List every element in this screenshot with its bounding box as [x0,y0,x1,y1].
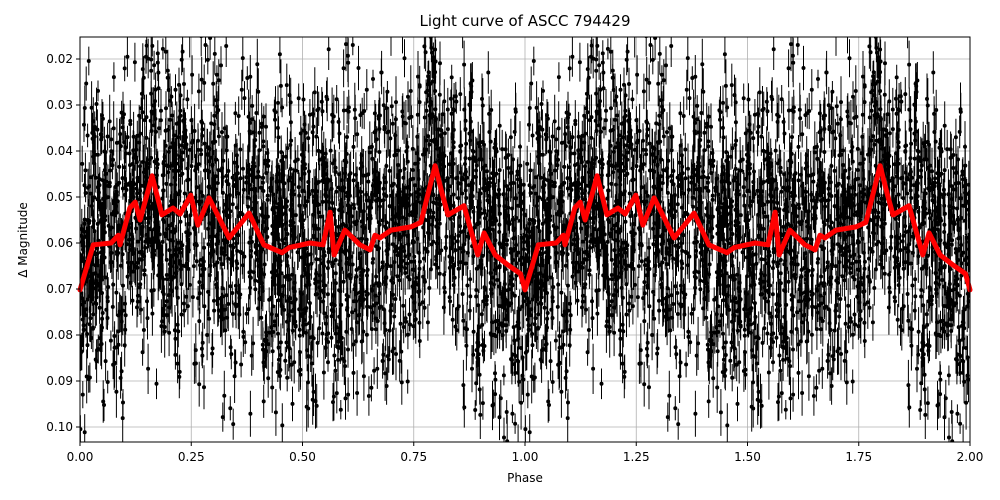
y-tick-label: 0.03 [46,98,73,112]
observation-points [80,37,970,442]
x-tick-label: 1.00 [512,450,539,464]
x-tick-label: 1.75 [845,450,872,464]
x-tick-label: 1.50 [734,450,761,464]
y-axis-ticks: 0.02 0.03 0.04 0.05 0.06 0.07 0.08 0.09 0.10 [46,52,80,434]
x-tick-label: 0.00 [67,450,94,464]
y-tick-label: 0.08 [46,328,73,342]
y-tick-label: 0.02 [46,52,73,66]
x-axis-label: Phase [507,471,543,485]
x-tick-label: 0.50 [289,450,316,464]
model-curve [77,163,973,293]
y-tick-label: 0.07 [46,282,73,296]
x-tick-label: 0.25 [178,450,205,464]
y-tick-label: 0.04 [46,144,73,158]
x-tick-label: 2.00 [957,450,984,464]
y-tick-label: 0.09 [46,374,73,388]
x-tick-label: 1.25 [623,450,650,464]
y-tick-label: 0.05 [46,190,73,204]
chart-title: Light curve of ASCC 794429 [419,12,631,30]
x-axis-ticks: 0.00 0.25 0.50 0.75 1.00 1.25 1.50 1.75 2.00 [67,442,984,464]
y-tick-label: 0.10 [46,420,73,434]
y-tick-label: 0.06 [46,236,73,250]
y-axis-label: Δ Magnitude [16,202,30,278]
x-tick-label: 0.75 [400,450,427,464]
